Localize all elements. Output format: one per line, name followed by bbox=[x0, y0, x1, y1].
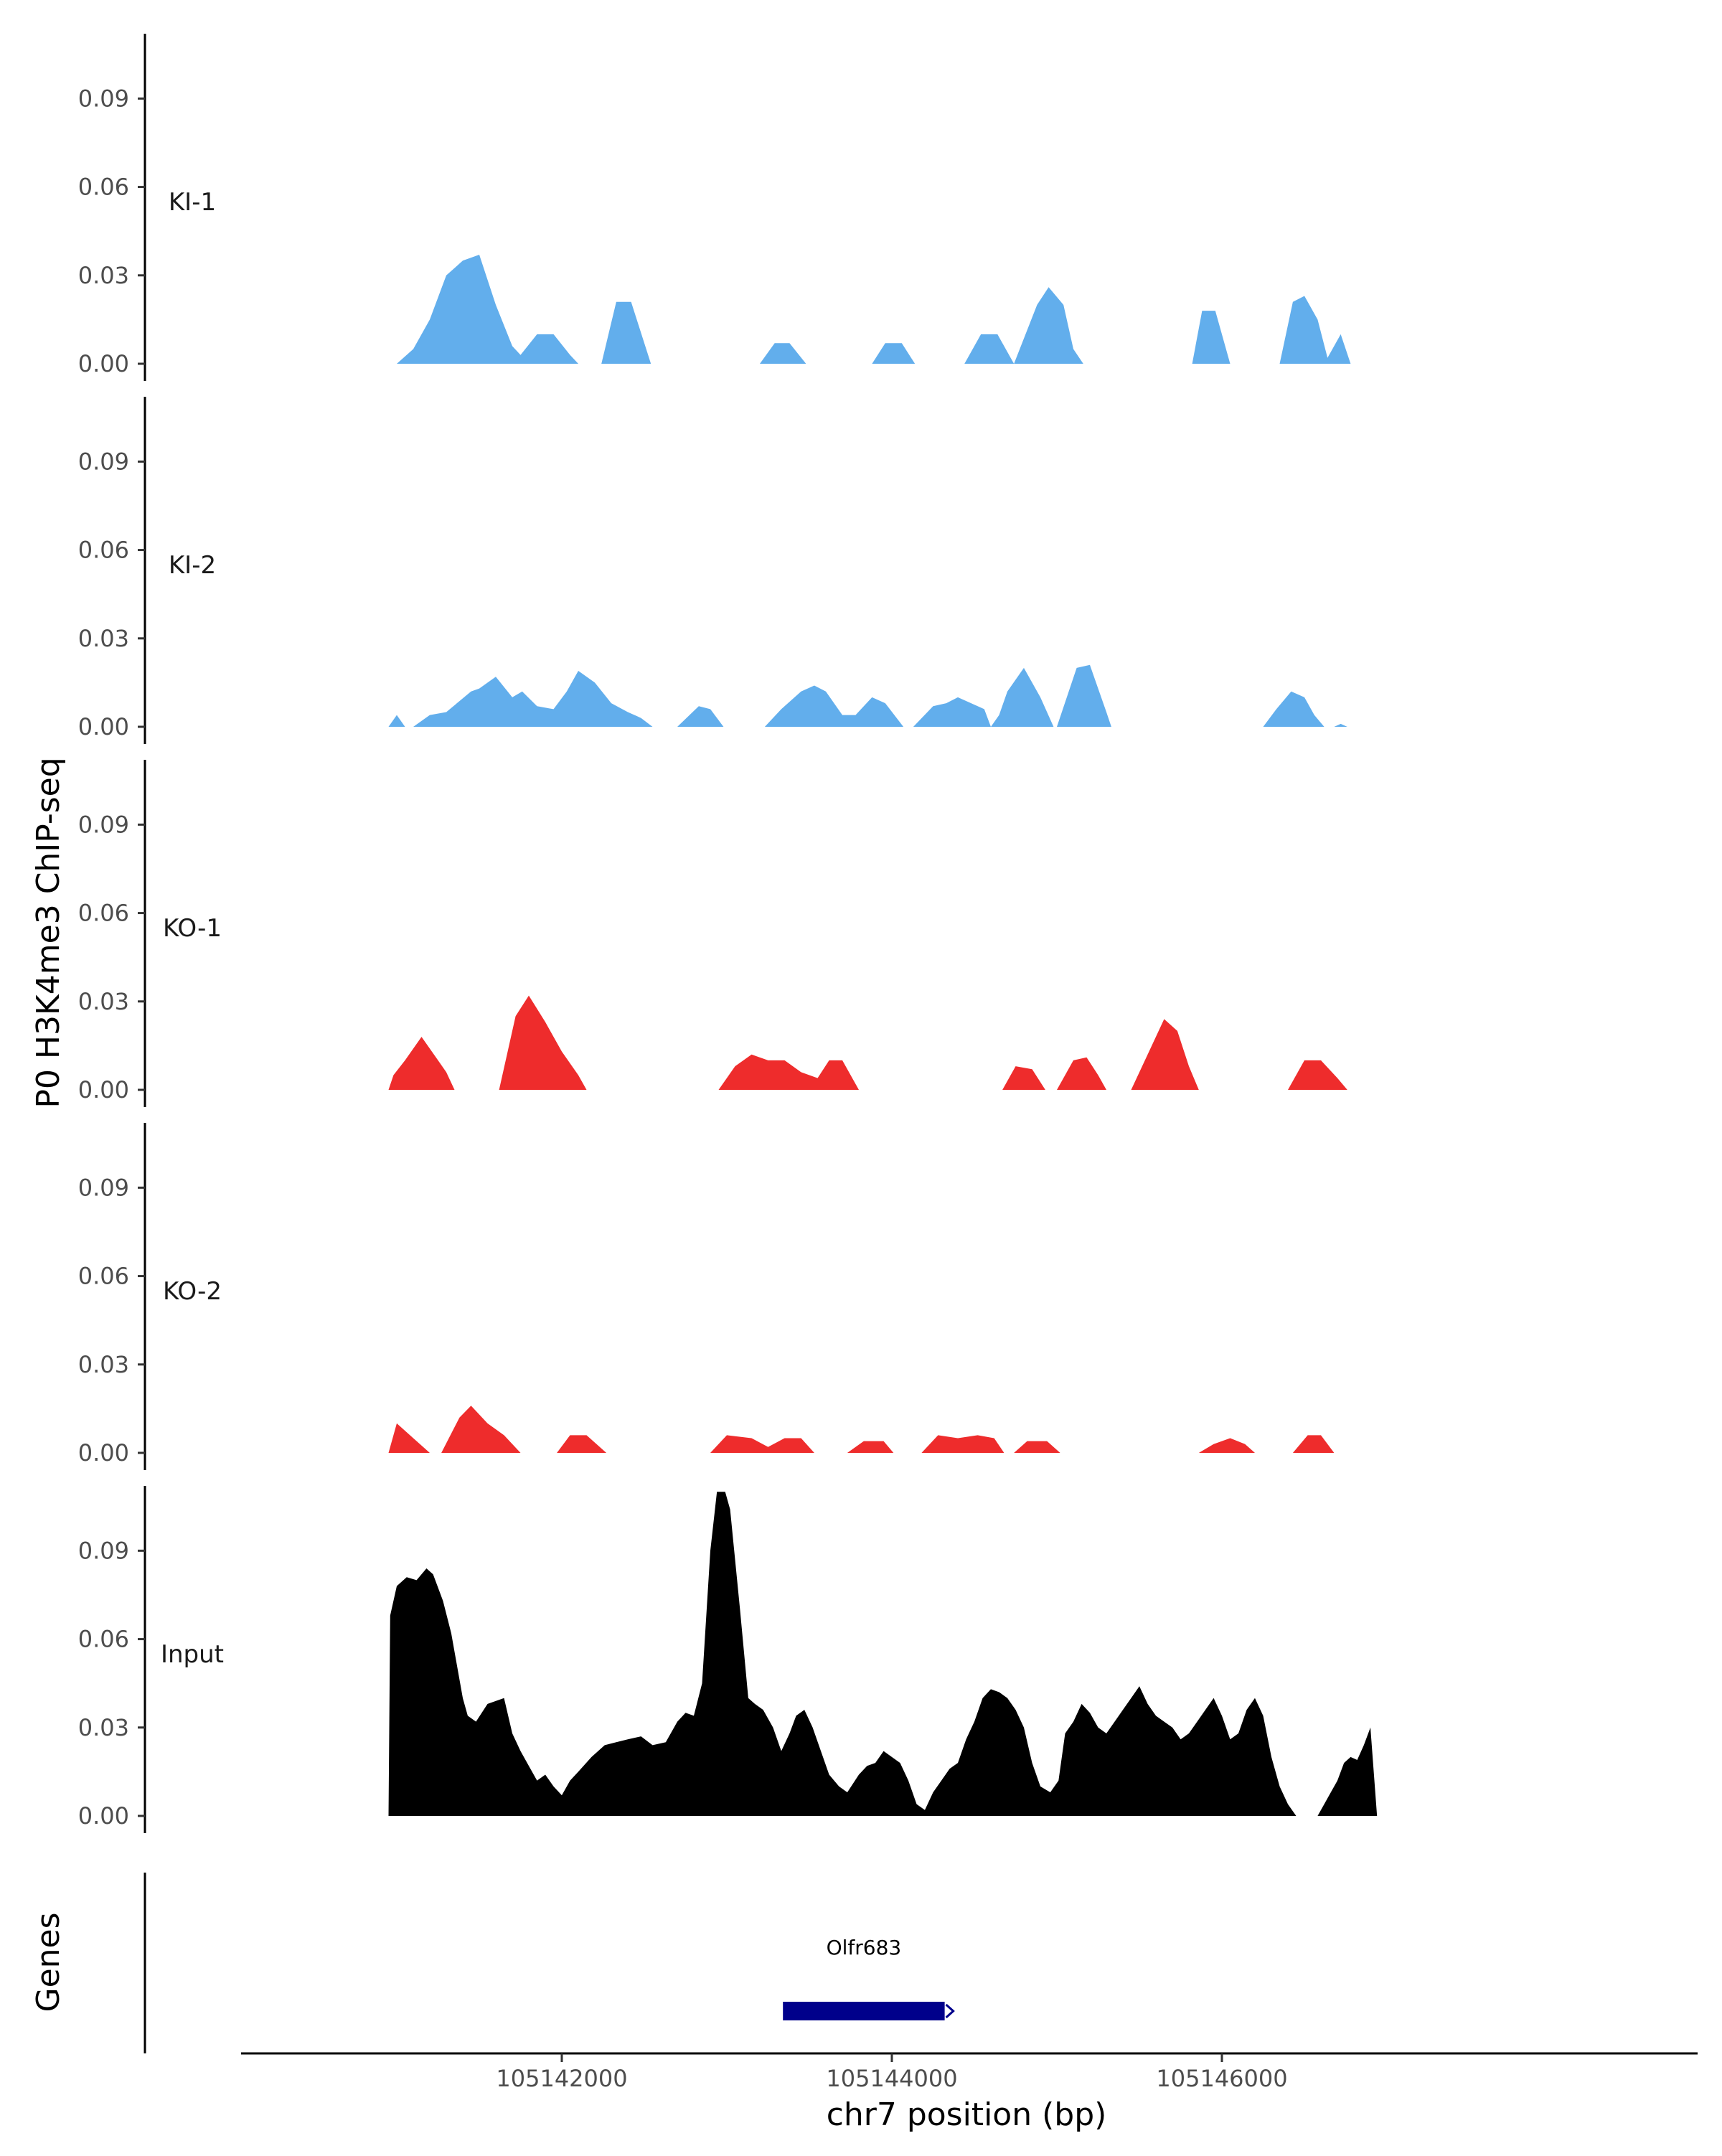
y-tick-label: 0.06 bbox=[78, 537, 129, 564]
coverage-area bbox=[991, 668, 1053, 727]
x-axis-title: chr7 position (bp) bbox=[827, 2096, 1107, 2133]
genes-axis-title: Genes bbox=[30, 1912, 67, 2012]
y-tick-label: 0.06 bbox=[78, 1263, 129, 1290]
coverage-area bbox=[1199, 1439, 1255, 1454]
coverage-area bbox=[1334, 724, 1347, 727]
y-tick-label: 0.06 bbox=[78, 1626, 129, 1653]
coverage-area bbox=[765, 686, 903, 728]
y-tick-label: 0.03 bbox=[78, 262, 129, 289]
y-tick-label: 0.09 bbox=[78, 85, 129, 112]
coverage-area bbox=[1057, 1058, 1106, 1090]
track-label: KI-1 bbox=[169, 188, 216, 217]
coverage-area bbox=[389, 1492, 1297, 1816]
y-tick-label: 0.06 bbox=[78, 174, 129, 201]
coverage-area bbox=[847, 1441, 893, 1453]
coverage-area bbox=[1057, 665, 1111, 727]
track-label: KI-2 bbox=[169, 551, 216, 580]
track-panel-ko-2: 0.00 0.03 0.06 0.09 KO-2 bbox=[78, 1123, 1335, 1470]
coverage-area bbox=[760, 343, 806, 364]
y-tick-label: 0.03 bbox=[78, 625, 129, 652]
strand-arrow-icon bbox=[946, 2005, 954, 2018]
coverage-area bbox=[397, 255, 578, 364]
coverage-area bbox=[913, 697, 991, 727]
coverage-area bbox=[441, 1406, 520, 1453]
track-panel-ki-2: 0.00 0.03 0.06 0.09 KI-2 bbox=[78, 397, 1347, 744]
coverage-area bbox=[601, 302, 651, 364]
track-label: KO-1 bbox=[163, 914, 222, 943]
track-label: KO-2 bbox=[163, 1277, 222, 1306]
y-tick-label: 0.00 bbox=[78, 713, 129, 740]
coverage-area bbox=[1293, 1435, 1335, 1453]
coverage-area bbox=[389, 715, 405, 727]
y-tick-label: 0.09 bbox=[78, 448, 129, 475]
coverage-area bbox=[1014, 1441, 1060, 1453]
coverage-area bbox=[1264, 692, 1325, 727]
coverage-area bbox=[413, 671, 653, 727]
y-tick-label: 0.06 bbox=[78, 900, 129, 927]
y-tick-label: 0.03 bbox=[78, 1351, 129, 1378]
track-panel-input: 0.00 0.03 0.06 0.09 Input bbox=[78, 1486, 1377, 1833]
y-axis-title: P0 H3K4me3 ChIP-seq bbox=[30, 757, 67, 1108]
gene-bar bbox=[783, 2002, 944, 2020]
y-tick-label: 0.00 bbox=[78, 350, 129, 377]
gene-label: Olfr683 bbox=[827, 1936, 902, 1959]
coverage-area bbox=[1002, 1066, 1045, 1090]
y-tick-label: 0.00 bbox=[78, 1439, 129, 1467]
track-panel-ko-1: 0.00 0.03 0.06 0.09 KO-1 bbox=[78, 760, 1347, 1107]
track-label: Input bbox=[161, 1640, 224, 1669]
y-tick-label: 0.09 bbox=[78, 811, 129, 838]
coverage-area bbox=[389, 1037, 455, 1090]
y-tick-label: 0.09 bbox=[78, 1174, 129, 1201]
coverage-area bbox=[921, 1435, 1004, 1453]
coverage-area bbox=[389, 1423, 430, 1453]
coverage-area bbox=[1317, 1728, 1377, 1816]
y-tick-label: 0.00 bbox=[78, 1802, 129, 1830]
x-tick-label: 105144000 bbox=[826, 2065, 957, 2092]
x-tick-label: 105146000 bbox=[1156, 2065, 1287, 2092]
coverage-area bbox=[710, 1435, 814, 1453]
coverage-area bbox=[1192, 311, 1231, 364]
y-tick-label: 0.00 bbox=[78, 1076, 129, 1103]
coverage-area bbox=[719, 1055, 860, 1090]
track-panel-ki-1: 0.00 0.03 0.06 0.09 KI-1 bbox=[78, 34, 1351, 381]
coverage-area bbox=[964, 287, 1083, 364]
y-tick-label: 0.09 bbox=[78, 1537, 129, 1564]
coverage-area bbox=[1131, 1019, 1199, 1090]
coverage-area bbox=[499, 996, 587, 1090]
x-tick-label: 105142000 bbox=[496, 2065, 627, 2092]
y-tick-label: 0.03 bbox=[78, 988, 129, 1015]
y-tick-label: 0.03 bbox=[78, 1714, 129, 1741]
coverage-area bbox=[872, 343, 915, 364]
coverage-area bbox=[1280, 296, 1351, 364]
coverage-area bbox=[677, 706, 723, 727]
coverage-area bbox=[1288, 1060, 1347, 1090]
coverage-area bbox=[557, 1435, 606, 1453]
